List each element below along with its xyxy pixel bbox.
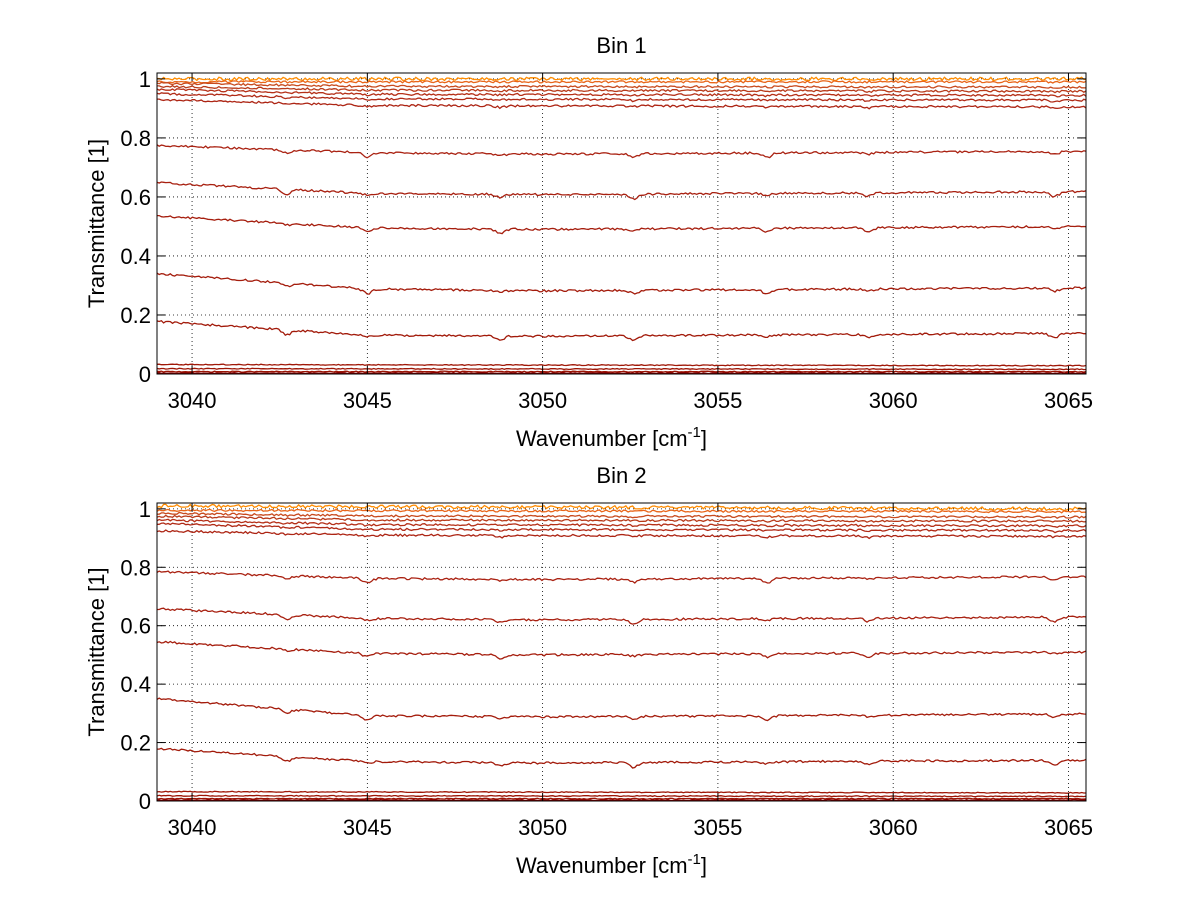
series-line-5 [156,88,1087,98]
y-tick-label: 0.8 [120,126,151,151]
y-tick-label: 0.8 [120,555,151,580]
data-series [156,503,1087,802]
series-line-1 [157,76,1087,82]
y-axis-label: Transmittance [1] [84,139,109,308]
x-tick-label: 3055 [693,388,742,413]
y-tick-label: 0.2 [120,731,151,756]
x-tick-label: 3050 [518,815,567,840]
series-line-13 [156,790,1086,794]
x-axis-label: Wavenumber [cm-1] [516,424,707,451]
series-line-14 [156,367,1087,371]
series-line-16 [156,372,1087,375]
chart-panel-2: 3040 3045 3050 3055 3060 3065 0 0.2 0.4 0.6 0.8 1 Bi… [84,463,1093,878]
series-line-5 [156,518,1087,528]
series-line-9 [157,607,1087,625]
series-line-2 [156,80,1087,84]
y-tick-label: 1 [139,67,151,92]
series-line-13 [156,363,1087,367]
series-line-1 [156,503,1087,512]
series-line-12 [157,747,1087,769]
series-line-7 [157,98,1087,110]
x-axis: 3040 3045 3050 3055 3060 3065 [168,73,1093,413]
plot-frame [156,502,1087,802]
x-tick-label: 3060 [869,388,918,413]
x-tick-label: 3065 [1044,815,1093,840]
series-line-6 [156,92,1087,103]
series-line-14 [156,794,1087,798]
series-line-12 [156,319,1086,342]
x-tick-label: 3045 [343,388,392,413]
x-tick-label: 3040 [168,388,217,413]
y-axis: 0 0.2 0.4 0.6 0.8 1 [120,497,1086,814]
plot-frame [156,72,1087,375]
y-tick-label: 1 [139,497,151,522]
series-line-3 [156,81,1087,89]
y-tick-label: 0.6 [120,185,151,210]
series-line-15 [156,797,1087,800]
y-tick-label: 0.4 [120,672,151,697]
series-line-10 [157,214,1087,235]
series-line-2 [156,508,1087,514]
series-line-4 [156,514,1087,523]
series-line-8 [156,570,1087,584]
series-line-16 [156,799,1087,802]
x-tick-label: 3040 [168,815,217,840]
series-line-7 [156,529,1087,540]
series-line-11 [156,697,1087,722]
x-tick-label: 3055 [693,815,742,840]
series-line-9 [156,181,1087,201]
chart-panel-1: 3040 3045 3050 3055 3060 3065 0 0.2 0.4 0.6 0.8 1 Bi… [84,33,1093,451]
chart-title: Bin 1 [596,33,646,58]
series-line-11 [156,272,1087,295]
y-tick-label: 0.6 [120,614,151,639]
series-line-4 [157,84,1087,94]
y-tick-label: 0.4 [120,244,151,269]
y-axis: 0 0.2 0.4 0.6 0.8 1 [120,67,1086,387]
x-axis: 3040 3045 3050 3055 3060 3065 [168,503,1093,840]
grid [157,503,1086,802]
y-tick-label: 0 [139,362,151,387]
data-series [156,76,1087,375]
y-tick-label: 0.2 [120,303,151,328]
x-axis-label: Wavenumber [cm-1] [516,851,707,878]
series-line-15 [156,370,1087,373]
y-axis-label: Transmittance [1] [84,567,109,736]
x-tick-label: 3065 [1044,388,1093,413]
x-tick-label: 3045 [343,815,392,840]
series-line-8 [156,144,1087,159]
series-line-6 [157,522,1087,534]
chart-title: Bin 2 [596,463,646,488]
x-tick-label: 3050 [518,388,567,413]
series-line-3 [157,511,1087,519]
x-tick-label: 3060 [869,815,918,840]
series-line-10 [156,640,1087,660]
y-tick-label: 0 [139,789,151,814]
